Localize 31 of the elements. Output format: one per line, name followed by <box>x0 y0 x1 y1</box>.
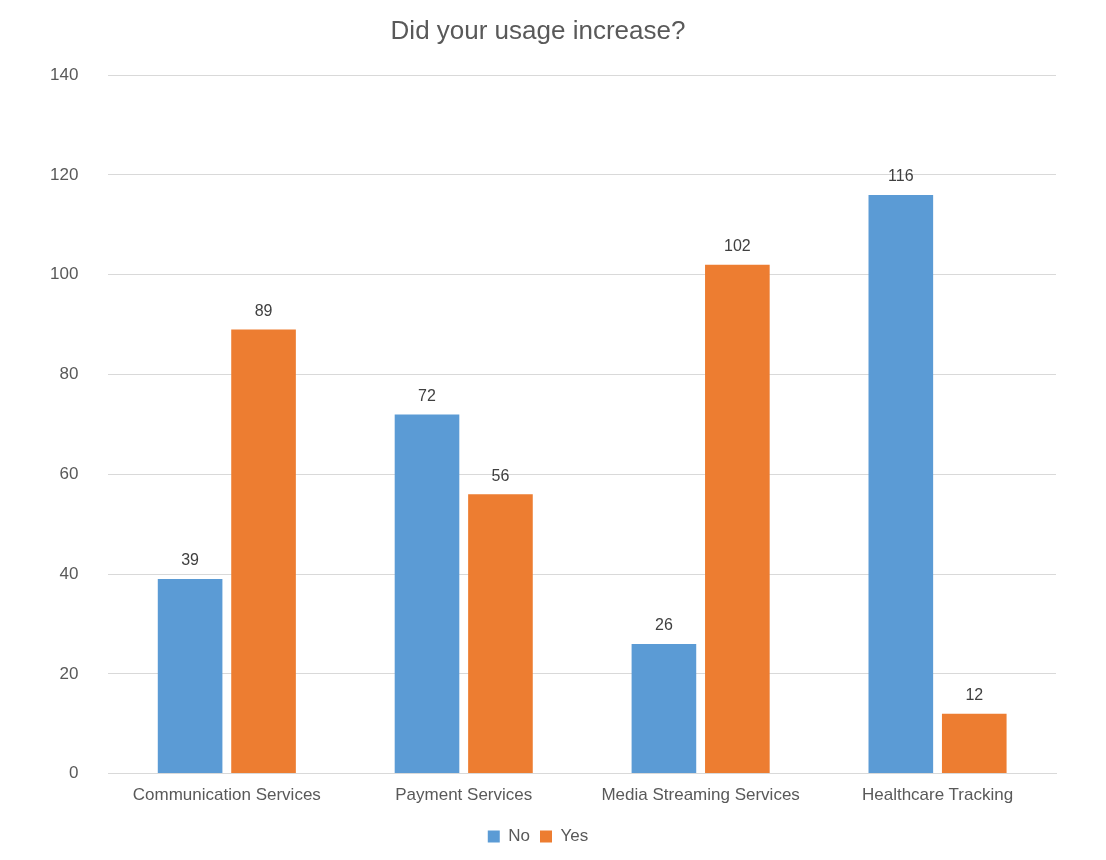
y-tick-label: 60 <box>59 463 79 483</box>
data-label: 72 <box>418 386 437 404</box>
data-label: 89 <box>254 302 273 320</box>
y-tick-label: 20 <box>59 663 79 683</box>
x-tick-label: Media Streaming Services <box>601 785 800 805</box>
bar <box>705 264 770 774</box>
legend-label: Yes <box>560 826 589 846</box>
y-tick-label: 0 <box>68 763 79 783</box>
chart-title: Did your usage increase? <box>390 14 686 45</box>
bar <box>468 494 533 774</box>
x-tick-label: Payment Services <box>395 785 533 805</box>
y-tick-label: 80 <box>59 364 79 384</box>
bar <box>631 643 697 774</box>
bar <box>394 414 460 774</box>
x-tick-label: Healthcare Tracking <box>861 785 1014 805</box>
data-label: 26 <box>655 616 673 634</box>
bar <box>157 579 223 774</box>
data-label: 39 <box>181 551 200 569</box>
y-tick-label: 100 <box>49 264 79 284</box>
bar <box>231 329 296 774</box>
bar <box>941 713 1007 774</box>
data-label: 12 <box>965 686 984 704</box>
data-label: 56 <box>491 466 510 484</box>
bar <box>868 194 934 774</box>
x-tick-label: Communication Services <box>132 785 321 805</box>
y-tick-label: 140 <box>49 64 79 84</box>
data-label: 102 <box>724 237 751 255</box>
data-label: 116 <box>888 167 914 185</box>
y-tick-label: 120 <box>49 164 79 184</box>
y-tick-label: 40 <box>59 563 79 583</box>
legend-label: No <box>508 826 530 846</box>
